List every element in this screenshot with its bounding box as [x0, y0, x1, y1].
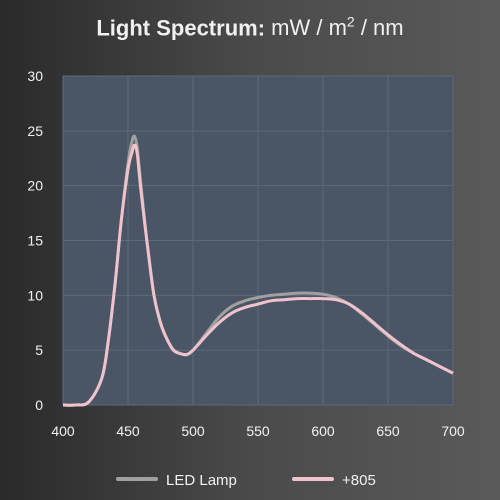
x-tick-label: 400 — [51, 423, 75, 439]
y-tick-label: 5 — [35, 342, 43, 358]
x-tick-label: 700 — [441, 423, 465, 439]
series-line-1 — [62, 143, 454, 407]
x-tick-label: 550 — [246, 423, 270, 439]
chart-title-unit: mW / m2 / nm — [271, 14, 404, 41]
x-tick-label: 650 — [376, 423, 400, 439]
legend-label-0: LED Lamp — [166, 472, 237, 489]
chart-title-unit-suffix: / nm — [354, 15, 404, 41]
x-tick-label: 500 — [181, 423, 205, 439]
y-tick-label: 0 — [35, 397, 43, 413]
y-tick-label: 30 — [27, 68, 43, 84]
chart-title: Light Spectrum: mW / m2 / nm — [0, 14, 500, 41]
chart-title-bold: Light Spectrum: — [96, 15, 266, 41]
y-tick-label: 15 — [27, 233, 43, 249]
y-tick-label: 20 — [27, 178, 43, 194]
x-tick-label: 450 — [116, 423, 140, 439]
y-tick-label: 25 — [27, 123, 43, 139]
chart-title-unit-sup: 2 — [346, 14, 355, 30]
y-tick-label: 10 — [27, 287, 43, 303]
x-tick-label: 600 — [311, 423, 335, 439]
chart-title-unit-prefix: mW / m — [271, 15, 347, 41]
legend-label-1: +805 — [342, 472, 376, 489]
